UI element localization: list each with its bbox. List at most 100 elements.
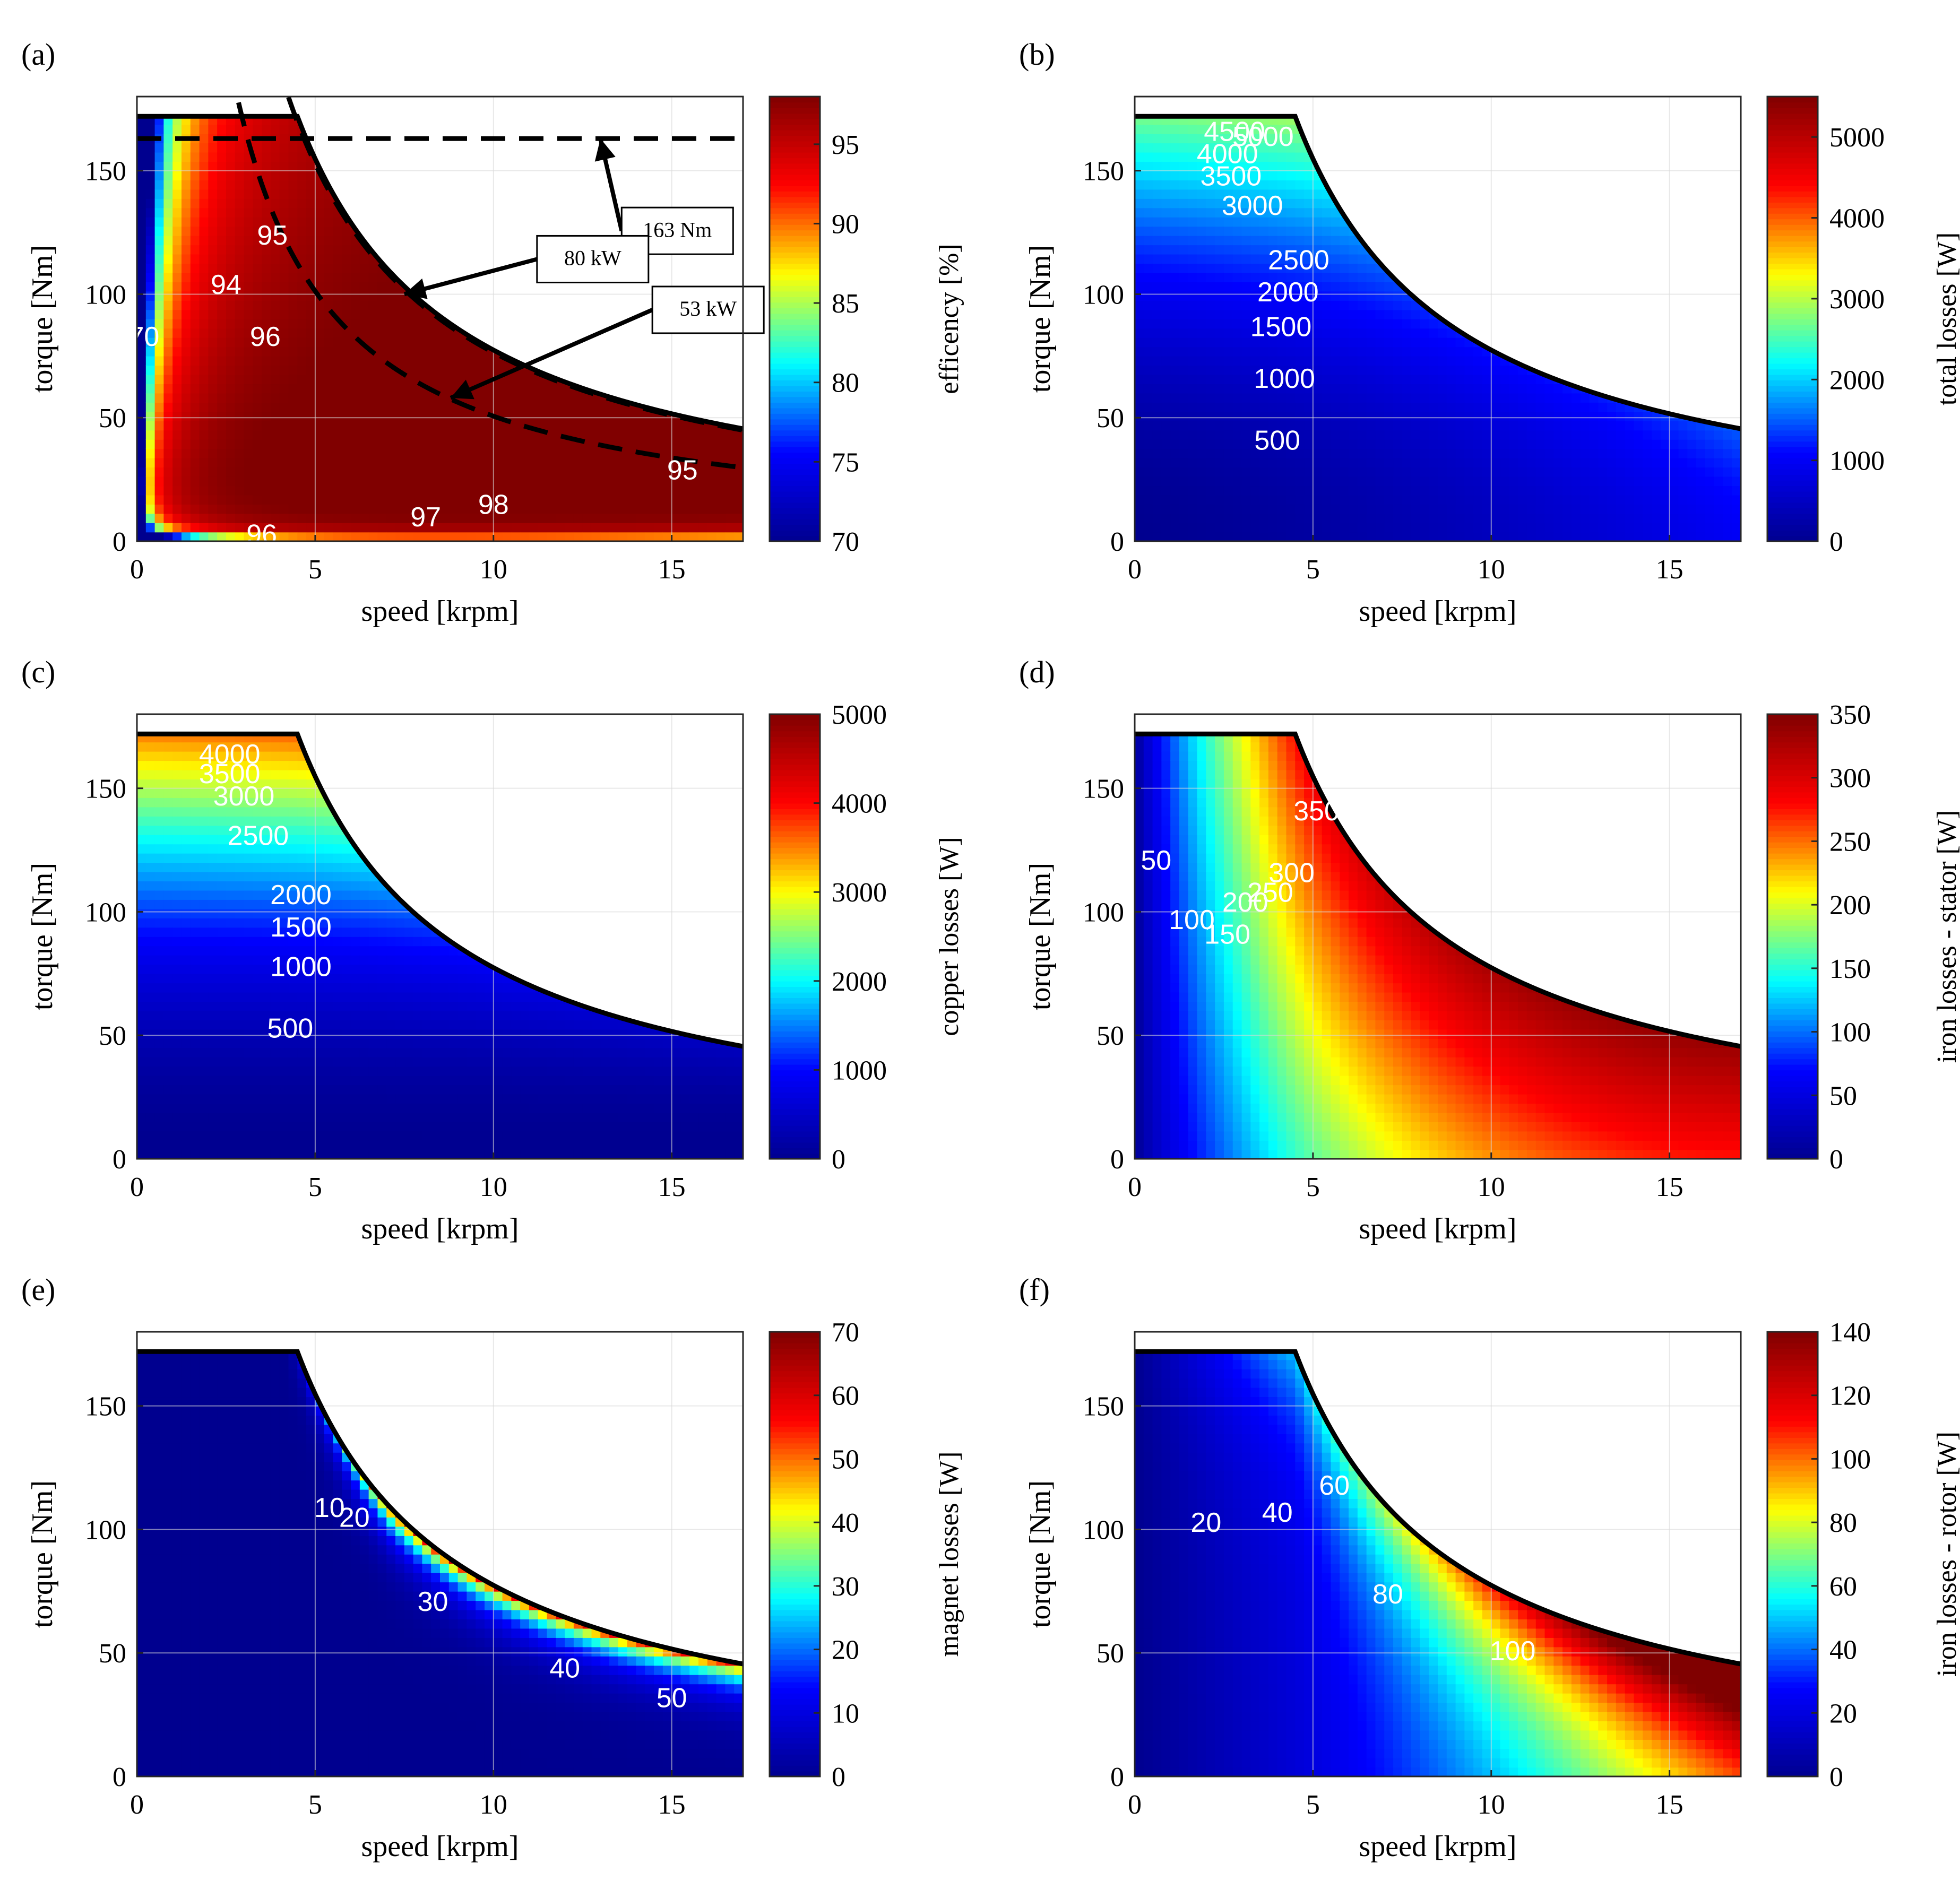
heat-cell [351, 430, 360, 440]
heat-cell [145, 411, 156, 421]
heat-cell [1197, 328, 1207, 338]
heat-cell [1232, 476, 1242, 487]
heat-cell [1340, 384, 1349, 394]
heat-cell [422, 457, 432, 468]
heat-cell [1143, 384, 1153, 394]
heat-cell [342, 467, 351, 477]
heat-cell [1206, 495, 1215, 505]
heat-cell [324, 226, 334, 236]
heat-cell [1295, 216, 1305, 227]
heat-cell [431, 467, 441, 477]
heat-cell [1277, 161, 1287, 171]
heat-cell [1277, 467, 1287, 477]
heat-cell [1304, 374, 1314, 385]
heat-cell [235, 393, 245, 403]
heat-cell [1393, 319, 1403, 329]
heat-cell [199, 272, 209, 282]
heat-cell [1295, 337, 1305, 348]
heat-cell [270, 495, 280, 505]
heat-cell [680, 485, 690, 496]
heat-cell [1402, 309, 1412, 319]
heat-cell [1152, 384, 1162, 394]
heat-cell [1206, 254, 1215, 264]
heat-cell [1268, 532, 1278, 541]
heat-cell [190, 495, 200, 505]
heat-cell [342, 457, 351, 468]
heat-cell [324, 245, 334, 255]
heat-cell [457, 411, 468, 421]
heat-cell [1357, 457, 1367, 468]
heat-cell [484, 421, 494, 431]
heat-cell [1268, 495, 1278, 505]
heat-cell [1135, 356, 1144, 366]
heat-cell [618, 421, 628, 431]
annotation-text: 80 kW [564, 246, 621, 270]
heat-cell [199, 143, 209, 153]
heat-cell [208, 180, 218, 190]
heat-cell [1411, 439, 1421, 449]
heat-cell [1286, 319, 1296, 329]
heat-cell [172, 346, 182, 357]
heat-cell [163, 495, 173, 505]
heat-cell [359, 291, 369, 301]
heat-cell [1357, 421, 1367, 431]
heat-cell [368, 365, 378, 375]
heat-cell [1179, 133, 1189, 144]
heat-cell [609, 421, 619, 431]
heat-cell [1322, 272, 1332, 282]
heat-cell [1232, 532, 1242, 541]
heat-cell [208, 207, 218, 218]
heat-cell [1161, 180, 1171, 190]
heat-cell [1340, 393, 1349, 403]
heat-cell [1188, 152, 1198, 162]
colorbar-cell [770, 474, 820, 481]
heat-cell [1295, 189, 1305, 199]
heat-cell [1259, 457, 1269, 468]
heat-cell [253, 124, 262, 134]
heat-cell [591, 430, 601, 440]
heat-cell [154, 485, 165, 496]
heat-cell [306, 235, 316, 246]
heat-cell [1170, 328, 1180, 338]
heat-cell [591, 485, 601, 496]
heat-cell [163, 309, 173, 319]
heat-cell [1411, 411, 1421, 421]
heat-cell [279, 476, 289, 487]
heat-cell [244, 189, 254, 199]
heat-cell [1241, 143, 1251, 153]
heat-cell [1206, 180, 1215, 190]
heat-cell [359, 448, 369, 458]
heat-cell [351, 245, 360, 255]
heat-cell [1232, 365, 1242, 375]
heat-cell [707, 430, 717, 440]
heat-cell [270, 421, 280, 431]
colorbar-cell [770, 463, 820, 470]
heat-cell [1268, 393, 1278, 403]
heat-cell [359, 402, 369, 412]
heat-cell [1206, 216, 1215, 227]
heat-cell [1188, 485, 1198, 496]
heat-cell [377, 411, 387, 421]
heat-cell [359, 263, 369, 273]
heat-cell [1215, 430, 1224, 440]
heat-cell [600, 402, 610, 412]
heat-cell [1179, 124, 1189, 134]
heat-cell [351, 346, 360, 357]
heat-cell [1152, 189, 1162, 199]
heat-cell [333, 235, 343, 246]
heat-cell [333, 216, 343, 227]
heat-cell [1393, 439, 1403, 449]
heat-cell [1268, 309, 1278, 319]
heat-cell [1223, 300, 1233, 310]
heat-cell [1402, 365, 1412, 375]
heat-cell [1259, 124, 1269, 134]
heat-cell [1268, 282, 1278, 292]
heat-cell [137, 495, 146, 505]
heat-cell [297, 337, 307, 348]
heat-cell [1402, 374, 1412, 385]
heat-cell [315, 495, 325, 505]
heat-cell [1331, 374, 1341, 385]
heat-cell [1206, 282, 1215, 292]
y-tick-label: 150 [85, 157, 126, 187]
